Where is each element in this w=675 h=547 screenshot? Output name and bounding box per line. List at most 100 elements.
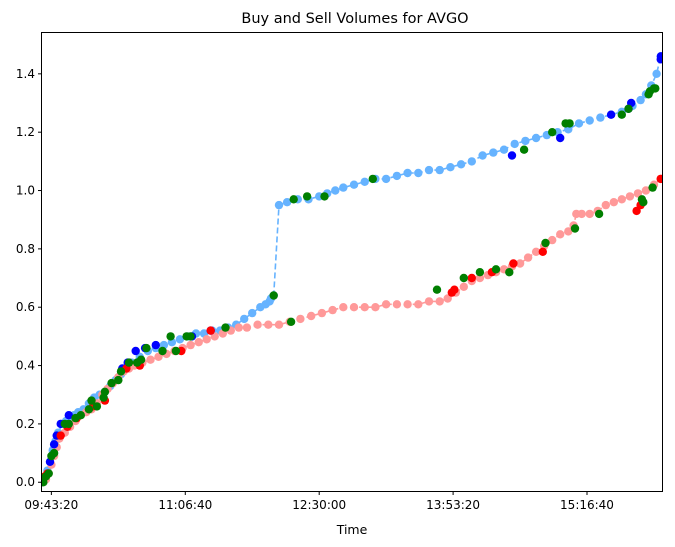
series-0-point bbox=[349, 180, 359, 189]
marker-group-2-point bbox=[519, 145, 529, 154]
series-0-point bbox=[499, 145, 509, 154]
marker-group-2-point bbox=[286, 317, 296, 326]
series-0-point bbox=[175, 335, 185, 344]
marker-group-2-point bbox=[76, 411, 86, 420]
series-1-point bbox=[435, 297, 444, 306]
marker-group-2-point bbox=[624, 104, 633, 114]
series-1-point bbox=[601, 200, 610, 210]
series-1-point bbox=[146, 355, 155, 364]
marker-group-2-point bbox=[459, 273, 468, 283]
series-0-point bbox=[652, 69, 661, 79]
series-1-point bbox=[564, 227, 573, 236]
series-1-point bbox=[253, 320, 262, 329]
series-1-point bbox=[381, 300, 391, 309]
series-1-point bbox=[296, 314, 305, 324]
series-0-point bbox=[360, 177, 369, 186]
marker-group-2-point bbox=[617, 110, 626, 119]
marker-group-2-point bbox=[302, 192, 312, 201]
marker-group-2-point bbox=[639, 198, 648, 207]
x-tick-label: 12:30:00 bbox=[292, 498, 346, 512]
marker-group-2-point bbox=[368, 174, 377, 184]
series-0-point bbox=[392, 171, 402, 181]
marker-group-0-point bbox=[131, 346, 140, 356]
series-0-point bbox=[240, 314, 249, 324]
marker-group-2-point bbox=[49, 448, 59, 458]
series-0-point bbox=[424, 165, 434, 175]
marker-group-2-point bbox=[548, 128, 557, 137]
y-axis: 0.0 0.2 0.4 0.6 0.8 1.0 1.2 1.4 bbox=[16, 67, 42, 489]
marker-group-2-point bbox=[186, 332, 195, 341]
marker-group-0-point bbox=[656, 52, 662, 61]
series-1-point bbox=[328, 305, 337, 315]
series-1-point bbox=[424, 297, 434, 306]
series-1-point bbox=[641, 186, 651, 195]
series-0-point bbox=[467, 157, 476, 166]
series-0-point bbox=[478, 151, 487, 160]
marker-group-2-point bbox=[541, 238, 550, 248]
series-0-point bbox=[381, 174, 391, 184]
marker-group-2-point bbox=[475, 268, 485, 277]
series-0-point bbox=[585, 116, 594, 125]
series-0-point bbox=[521, 136, 530, 146]
series-1-point bbox=[625, 192, 635, 201]
series-1-point bbox=[577, 209, 586, 219]
series-0-point bbox=[331, 186, 340, 195]
series-1-point bbox=[202, 335, 211, 344]
series-1-point bbox=[264, 320, 273, 329]
marker-group-1-point bbox=[509, 259, 518, 268]
marker-group-2-point bbox=[166, 332, 175, 341]
marker-group-2-point bbox=[491, 265, 501, 274]
series-1-point bbox=[317, 308, 327, 318]
series-0-point bbox=[596, 113, 605, 122]
y-tick-label: 0.6 bbox=[16, 300, 35, 314]
series-0-point bbox=[282, 198, 292, 207]
series-1-point bbox=[443, 294, 452, 303]
x-axis: 09:43:20 11:06:40 12:30:00 13:53:20 15:16:40 bbox=[24, 491, 614, 512]
y-tick-label: 0.0 bbox=[16, 475, 35, 489]
marker-group-2-point bbox=[87, 396, 96, 405]
series-0-point bbox=[248, 308, 257, 318]
series-0-point bbox=[446, 163, 455, 172]
marker-group-1-point bbox=[656, 174, 662, 184]
series-1-point bbox=[617, 195, 626, 204]
series-1-point bbox=[307, 311, 316, 321]
x-tick-label: 11:06:40 bbox=[158, 498, 212, 512]
series-1-point bbox=[371, 303, 380, 312]
series-1-point bbox=[585, 209, 594, 219]
marker-group-2-point bbox=[221, 323, 230, 332]
plot-frame bbox=[41, 32, 663, 492]
y-tick-label: 1.4 bbox=[16, 67, 35, 81]
series-0-point bbox=[574, 119, 584, 128]
y-tick-label: 0.8 bbox=[16, 242, 35, 256]
series-0-point bbox=[435, 165, 444, 175]
marker-group-2-point bbox=[107, 378, 116, 388]
x-tick-label: 09:43:20 bbox=[24, 498, 78, 512]
marker-group-2-point bbox=[116, 367, 126, 376]
marker-group-2-point bbox=[289, 195, 298, 204]
x-axis-label: Time bbox=[336, 522, 368, 537]
series-1-point bbox=[242, 323, 252, 332]
plot-area bbox=[42, 52, 662, 487]
series-0-point bbox=[531, 133, 541, 143]
x-tick-label: 15:16:40 bbox=[560, 498, 614, 512]
marker-group-1-point bbox=[538, 247, 547, 256]
marker-group-2-point bbox=[44, 469, 53, 478]
marker-group-1-point bbox=[450, 285, 459, 294]
x-tick-label: 13:53:20 bbox=[426, 498, 480, 512]
series-1-point bbox=[609, 198, 618, 207]
y-tick-label: 0.2 bbox=[16, 417, 35, 431]
marker-group-2-point bbox=[320, 192, 329, 201]
marker-group-1-point bbox=[467, 273, 476, 283]
marker-group-2-point bbox=[432, 285, 442, 294]
marker-group-2-point bbox=[648, 183, 657, 192]
series-0-point bbox=[339, 183, 348, 192]
marker-group-0-point bbox=[49, 440, 59, 449]
series-1-point bbox=[414, 300, 423, 309]
series-1-point bbox=[186, 340, 195, 350]
marker-group-0-point bbox=[507, 151, 517, 160]
marker-group-2-point bbox=[114, 375, 123, 385]
y-tick-label: 1.0 bbox=[16, 184, 35, 198]
marker-group-2-point bbox=[100, 387, 110, 396]
marker-group-1-point bbox=[56, 431, 65, 440]
